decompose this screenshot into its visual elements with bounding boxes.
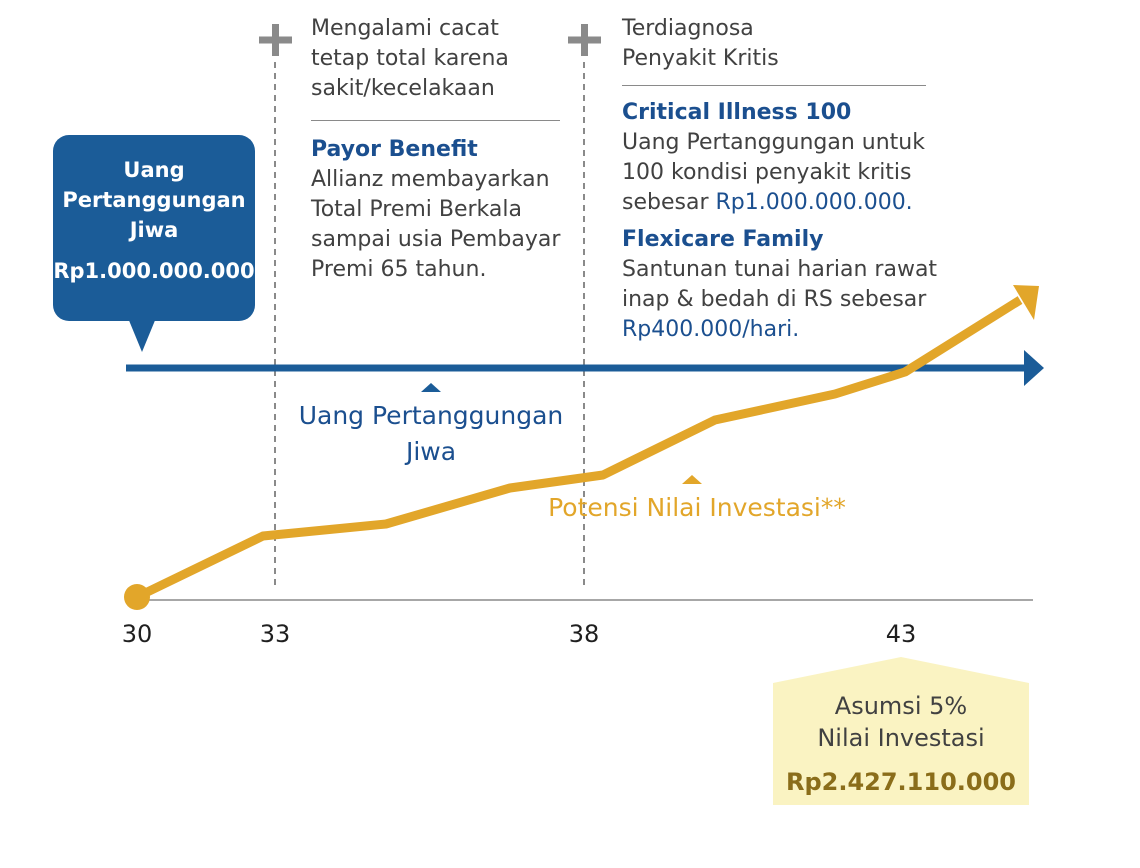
arrow-up-right-icon (1013, 285, 1039, 320)
age-label: 38 (568, 620, 600, 648)
callout-title: Uang Pertanggungan Jiwa (62, 158, 246, 242)
investment-label: Potensi Nilai Investasi** (548, 493, 846, 522)
payor-benefit-line: Premi 65 tahun. (311, 257, 487, 282)
age-label: 30 (121, 620, 153, 648)
flexicare-line: inap & bedah di RS sebesar (622, 287, 927, 312)
sum-assured-callout: Uang Pertanggungan Jiwa Rp1.000.000.000 (53, 135, 255, 321)
event2-heading-line: Penyakit Kritis (622, 46, 779, 71)
pointer-triangle (682, 475, 702, 484)
event1-heading-line: tetap total karena (311, 46, 509, 71)
divider (311, 120, 560, 121)
critical-illness-amount: Rp1.000.000.000. (715, 190, 913, 215)
event1-heading-line: Mengalami cacat (311, 16, 499, 41)
critical-illness-line: 100 kondisi penyakit kritis (622, 160, 912, 185)
critical-illness-prefix: sebesar (622, 190, 716, 215)
start-dot (124, 584, 150, 610)
callout-amount: Rp1.000.000.000 (53, 259, 255, 283)
divider (622, 85, 926, 86)
assumption-amount: Rp2.427.110.000 (785, 768, 1016, 796)
assumption-line: Nilai Investasi (817, 724, 985, 752)
critical-illness-line: Uang Pertanggungan untuk (622, 130, 925, 155)
event2-heading-line: Terdiagnosa (622, 16, 754, 41)
flexicare-title: Flexicare Family (622, 227, 824, 252)
payor-benefit-line: sampai usia Pembayar (311, 227, 561, 252)
sum-assured-label: Uang Pertanggungan Jiwa (298, 401, 564, 466)
age-label: 33 (259, 620, 291, 648)
investment-line (135, 296, 1023, 602)
flexicare-amount: Rp400.000/hari. (622, 317, 800, 342)
event1-heading-line: sakit/kecelakaan (311, 76, 495, 101)
plus-icon (259, 24, 292, 56)
payor-benefit-title: Payor Benefit (311, 137, 478, 162)
assumption-content: Asumsi 5% Nilai Investasi Rp2.427.110.00… (773, 690, 1029, 796)
assumption-line: Asumsi 5% (834, 692, 968, 720)
assumption-box (773, 657, 1029, 805)
arrow-right-icon (1024, 350, 1044, 386)
flexicare-line: Santunan tunai harian rawat (622, 257, 938, 282)
plus-icon (568, 24, 601, 56)
payor-benefit-line: Allianz membayarkan (311, 167, 550, 192)
callout-tail (128, 318, 156, 352)
payor-benefit-line: Total Premi Berkala (311, 197, 522, 222)
age-label: 43 (885, 620, 917, 648)
pointer-triangle (421, 383, 441, 392)
critical-illness-title: Critical Illness 100 (622, 100, 852, 125)
critical-illness-line: sebesar Rp1.000.000.000. (622, 188, 913, 218)
